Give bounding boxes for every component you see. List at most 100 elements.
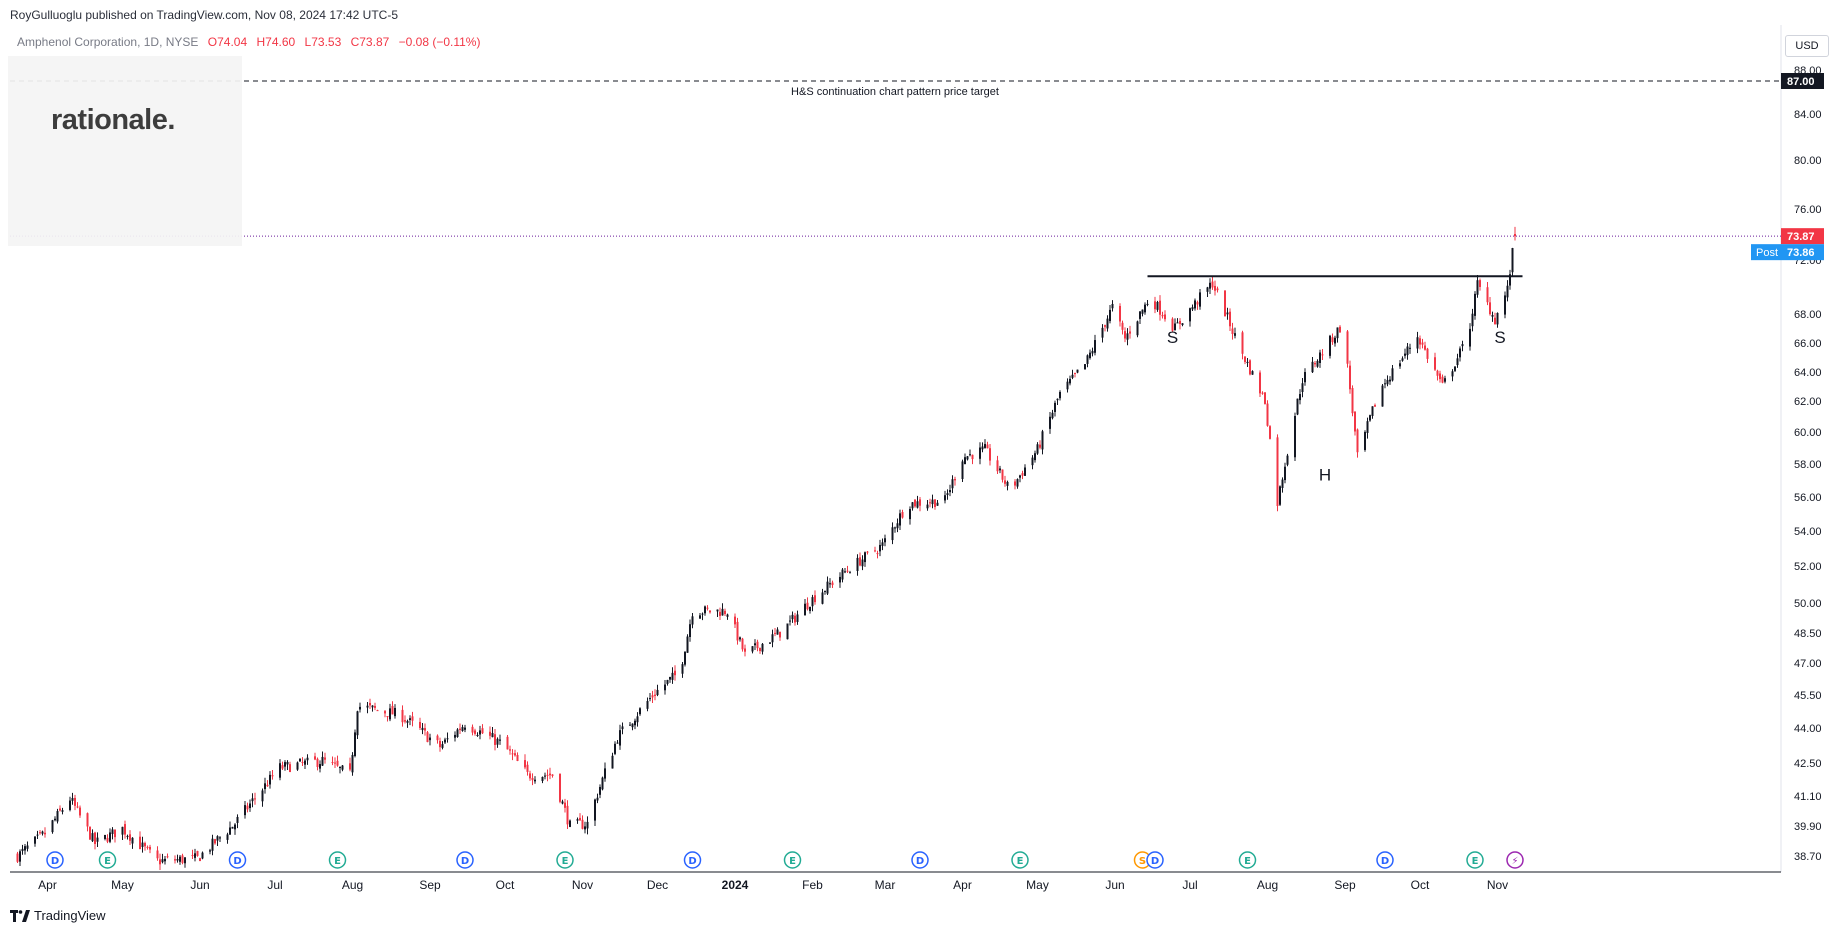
candle-body xyxy=(884,538,886,543)
candle-body xyxy=(796,614,799,622)
candle-body xyxy=(39,832,41,834)
candle-body xyxy=(951,479,954,489)
candle-body xyxy=(231,826,234,829)
candle-body xyxy=(1054,402,1056,412)
candle-body xyxy=(341,765,344,770)
candle-body xyxy=(1281,479,1284,488)
candle-body xyxy=(1294,415,1296,458)
candle-body xyxy=(1194,300,1196,309)
candle-body xyxy=(1024,467,1026,476)
candle-body xyxy=(1226,312,1229,315)
candle-body xyxy=(384,711,386,714)
candle-body xyxy=(761,643,764,652)
candle-body xyxy=(1076,369,1079,373)
candle-body xyxy=(1349,365,1351,390)
y-tick-label: 39.90 xyxy=(1794,821,1822,833)
y-tick-label: 76.00 xyxy=(1794,204,1822,216)
candle-body xyxy=(114,829,116,838)
tradingview-footer[interactable]: TradingView xyxy=(10,908,106,923)
candle-body xyxy=(636,716,639,723)
candle-body xyxy=(471,726,474,733)
candle-body xyxy=(1049,416,1051,429)
candle-body xyxy=(459,728,461,731)
candle-body xyxy=(776,629,779,635)
candle-body xyxy=(24,846,26,851)
candle-body xyxy=(1119,305,1121,322)
candle-body xyxy=(54,818,56,821)
x-tick-label: Jul xyxy=(267,878,282,892)
candle-body xyxy=(614,743,616,754)
candle-body xyxy=(436,735,439,741)
candle-body xyxy=(489,731,491,736)
candle-body xyxy=(726,614,729,617)
last-price-label: 73.87 xyxy=(1787,231,1815,243)
candle-body xyxy=(821,592,824,604)
candle-body xyxy=(911,502,914,509)
candle-body xyxy=(234,824,236,830)
candle-body xyxy=(909,509,911,520)
candle-body xyxy=(319,764,321,769)
candle-body xyxy=(1159,300,1161,315)
event-marker xyxy=(1146,851,1164,869)
x-tick-label: Jun xyxy=(190,878,209,892)
candle-body xyxy=(244,805,246,816)
event-marker-label: D xyxy=(916,856,924,867)
candle-body xyxy=(44,832,46,835)
candle-body xyxy=(1031,457,1034,466)
candle-body xyxy=(879,544,881,552)
candle-body xyxy=(1109,309,1111,322)
candle-body xyxy=(914,499,916,507)
candle-body xyxy=(1404,353,1406,356)
candle-body xyxy=(561,801,564,804)
tradingview-logo-icon xyxy=(10,909,30,922)
candle-body xyxy=(1511,248,1514,273)
candle-body xyxy=(1304,372,1306,383)
candle-body xyxy=(656,689,659,696)
candle-body xyxy=(264,783,266,790)
candles-group xyxy=(16,226,1516,871)
candle-body xyxy=(139,836,141,850)
candle-body xyxy=(104,834,106,839)
candle-body xyxy=(1351,388,1354,414)
candle-body xyxy=(664,684,666,691)
candle-body xyxy=(1094,340,1096,353)
post-price-label: 73.86 xyxy=(1787,247,1815,259)
candle-body xyxy=(76,806,79,808)
candle-body xyxy=(839,576,841,583)
candle-body xyxy=(639,708,641,715)
candle-body xyxy=(1276,437,1279,506)
candle-body xyxy=(34,836,36,844)
candle-body xyxy=(1126,333,1129,340)
candle-body xyxy=(401,709,404,723)
candle-body xyxy=(876,553,879,555)
candle-body xyxy=(491,733,494,738)
candle-body xyxy=(1199,292,1201,307)
change-value: −0.08 (−0.11%) xyxy=(398,35,481,49)
currency-button[interactable]: USD xyxy=(1785,35,1829,57)
candle-body xyxy=(19,851,21,862)
y-tick-label: 44.00 xyxy=(1794,723,1822,735)
candle-body xyxy=(596,797,599,801)
candle-body xyxy=(1479,280,1481,287)
candle-body xyxy=(284,762,286,767)
candle-body xyxy=(411,716,414,721)
x-tick-label: Nov xyxy=(1487,878,1508,892)
candle-body xyxy=(1419,338,1421,345)
target-annotation: H&S continuation chart pattern price tar… xyxy=(791,86,999,98)
candle-body xyxy=(1334,337,1336,344)
candle-body xyxy=(964,457,966,465)
candle-body xyxy=(356,711,359,736)
candle-body xyxy=(1264,392,1266,404)
event-marker xyxy=(683,851,702,869)
candle-body xyxy=(634,720,636,726)
candle-body xyxy=(654,694,656,696)
candle-body xyxy=(1269,426,1271,439)
candle-body xyxy=(1491,315,1494,317)
candle-body xyxy=(86,813,89,827)
event-marker xyxy=(228,851,247,869)
candle-body xyxy=(1154,301,1156,310)
candle-body xyxy=(1389,379,1391,382)
candle-body xyxy=(1339,326,1341,333)
candle-body xyxy=(1196,302,1199,305)
